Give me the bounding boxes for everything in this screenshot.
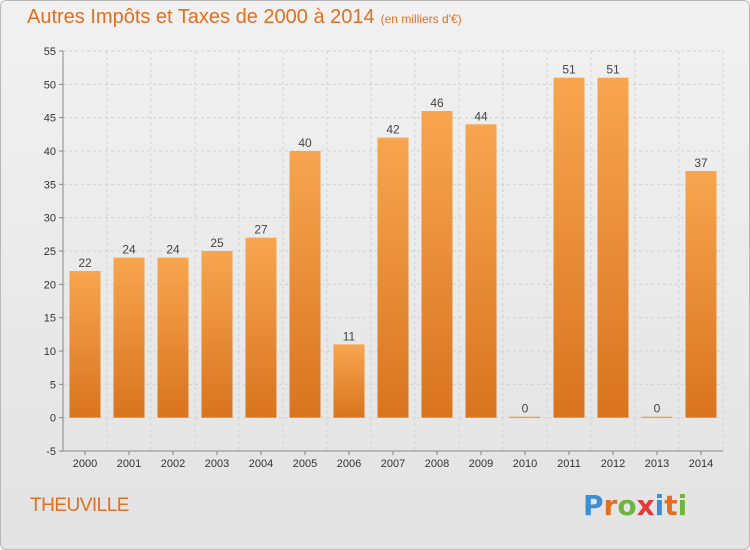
bar (289, 151, 321, 418)
x-tick-label: 2013 (645, 458, 669, 470)
bar (465, 124, 497, 418)
bar-value-label: 42 (386, 123, 400, 137)
y-tick-label: 0 (50, 413, 56, 425)
bar (113, 257, 145, 418)
commune-name: THEUVILLE (30, 495, 129, 516)
bar (685, 171, 717, 418)
x-tick-label: 2005 (293, 458, 317, 470)
x-tick-label: 2014 (689, 458, 713, 470)
labels: 22 2000 24 2001 24 2002 25 2003 27 2004 40 2005 11 20… (73, 63, 713, 470)
bar (245, 237, 277, 418)
y-tick-label: 15 (44, 313, 56, 325)
bar-value-label: 51 (562, 63, 576, 77)
logo-letter: o (617, 489, 637, 522)
x-tick-label: 2006 (337, 458, 361, 470)
bar-value-label: 11 (343, 329, 356, 343)
x-tick-label: 2009 (469, 458, 493, 470)
bar (597, 77, 629, 418)
x-tick-label: 2003 (205, 458, 229, 470)
bar-value-label: 40 (298, 136, 312, 150)
bar (157, 257, 189, 418)
logo-letter: i (677, 489, 688, 522)
x-tick-label: 2004 (249, 458, 273, 470)
bar-value-label: 44 (474, 109, 488, 123)
bar-value-label: 25 (210, 236, 224, 250)
y-tick-label: 5 (50, 379, 56, 391)
logo-letter: t (664, 489, 678, 522)
x-tick-label: 2008 (425, 458, 449, 470)
bar (641, 416, 673, 418)
bar (509, 416, 541, 418)
bar-value-label: 27 (254, 223, 268, 237)
y-tick-label: 25 (44, 246, 56, 258)
bar (377, 137, 409, 418)
bar (69, 271, 101, 418)
logo-letter: r (603, 489, 618, 522)
x-tick-label: 2007 (381, 458, 405, 470)
bar (201, 251, 233, 418)
y-tick-label: 40 (44, 146, 56, 158)
y-tick-label: 55 (44, 46, 56, 58)
bar-value-label: 51 (606, 63, 620, 77)
bar (553, 77, 585, 418)
bar-value-label: 0 (522, 402, 529, 416)
x-tick-label: 2010 (513, 458, 537, 470)
y-tick-label: 20 (44, 279, 56, 291)
x-tick-label: 2011 (557, 458, 581, 470)
bar-value-label: 46 (430, 96, 444, 110)
logo-letter: P (583, 489, 604, 522)
chart-title-text: Autres Impôts et Taxes de 2000 à 2014 (27, 6, 375, 28)
bar-value-label: 24 (122, 243, 136, 257)
logo-letter: i (654, 489, 665, 522)
x-tick-label: 2002 (161, 458, 185, 470)
bar (333, 344, 365, 418)
chart-title: Autres Impôts et Taxes de 2000 à 2014 (en… (27, 6, 462, 29)
y-tick-label: 35 (44, 179, 56, 191)
x-tick-label: 2001 (117, 458, 141, 470)
x-tick-label: 2000 (73, 458, 97, 470)
bar-value-label: 24 (166, 243, 180, 257)
y-tick-label: -5 (46, 446, 56, 458)
bar-value-label: 37 (694, 156, 708, 170)
x-tick-label: 2012 (601, 458, 625, 470)
chart-unit: (en milliers d'€) (380, 12, 462, 26)
y-tick-label: 50 (44, 79, 56, 91)
y-tick-label: 45 (44, 113, 56, 125)
bar-value-label: 22 (78, 256, 92, 270)
bar-value-label: 0 (654, 402, 661, 416)
bars (69, 77, 717, 418)
y-tick-label: 10 (44, 346, 56, 358)
proxiti-logo[interactable]: Proxiti (583, 489, 687, 522)
y-tick-label: 30 (44, 213, 56, 225)
logo-letter: x (636, 489, 655, 522)
bar (421, 111, 453, 418)
